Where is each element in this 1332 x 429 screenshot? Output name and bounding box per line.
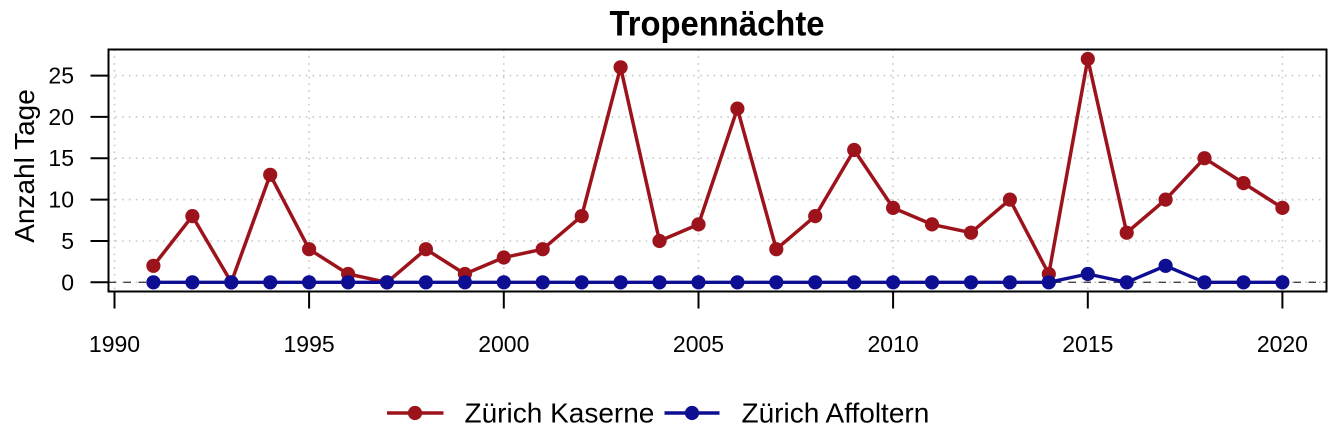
svg-text:5: 5 [61, 228, 74, 254]
svg-text:0: 0 [61, 269, 74, 295]
svg-text:25: 25 [48, 63, 74, 89]
svg-text:2005: 2005 [673, 331, 724, 357]
svg-text:15: 15 [48, 145, 74, 171]
svg-text:1990: 1990 [89, 331, 140, 357]
svg-text:2000: 2000 [478, 331, 529, 357]
svg-text:2015: 2015 [1062, 331, 1113, 357]
svg-text:1995: 1995 [284, 331, 335, 357]
svg-text:2020: 2020 [1257, 331, 1308, 357]
svg-text:10: 10 [48, 187, 74, 213]
svg-text:Zürich Kaserne: Zürich Kaserne [465, 397, 655, 428]
svg-text:20: 20 [48, 104, 74, 130]
svg-text:2010: 2010 [868, 331, 919, 357]
svg-text:Tropennächte: Tropennächte [610, 4, 825, 43]
svg-text:Zürich Affoltern: Zürich Affoltern [742, 397, 930, 428]
svg-text:Anzahl Tage: Anzahl Tage [9, 89, 40, 243]
